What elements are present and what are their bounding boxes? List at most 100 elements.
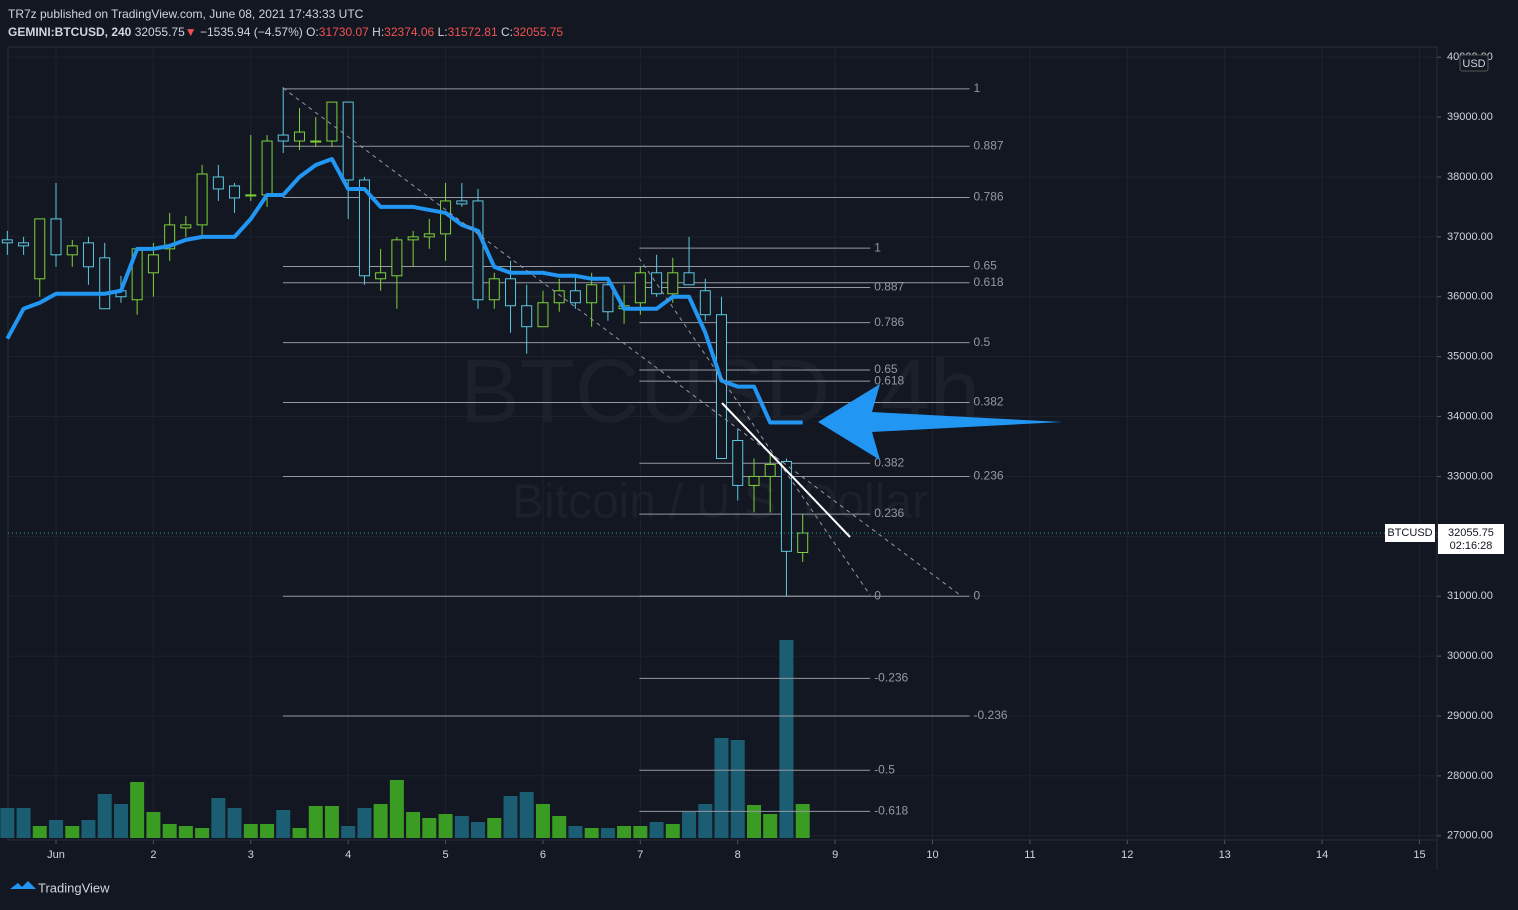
volume-bar [65,826,80,838]
fib-label: 0.618 [974,275,1004,289]
fib-label: 0.382 [874,455,904,469]
currency-label: USD [1462,58,1485,70]
candle-body [456,200,468,205]
fib-label: 0.236 [874,506,904,520]
candle-body [358,179,370,277]
volume-bar [795,804,810,838]
trend-line [721,402,851,538]
x-tick-label: 11 [1024,849,1035,861]
price-tag-countdown: 02:16:28 [1450,540,1493,552]
volume-bar [113,804,128,838]
x-tick-label: 2 [150,849,156,861]
volume-bar [730,740,745,838]
candle-body [683,272,695,286]
candle-body [212,176,224,190]
fib-label: -0.618 [874,804,908,818]
line-series [5,157,803,425]
fib-label: 0.786 [974,190,1004,204]
volume-bar [519,792,534,838]
candle-body [326,101,338,142]
volume-bar [438,814,453,838]
ohlc-label: C: [501,25,513,39]
volume-bar [49,820,64,838]
arrow [818,384,1062,460]
candle-body [245,194,257,197]
y-tick-label: 27000.00 [1447,830,1493,842]
fib-label: -0.5 [874,762,895,776]
volume-bar [341,826,356,838]
candle-body [147,254,159,274]
candle-body [18,242,30,247]
volume-bar [665,824,680,838]
volume-bar [130,782,145,838]
volume-bar [373,804,388,838]
x-tick-label: 4 [345,849,351,861]
volume-bar [503,796,518,838]
fib-label: 0.887 [874,280,904,294]
ohlc-label: L: [437,25,448,39]
x-tick-label: 5 [443,849,449,861]
volume-bar [97,794,112,838]
fib-label: 0.65 [874,362,898,376]
volume-bar [600,828,615,838]
volume-bar [714,738,729,838]
volume-bar [276,810,291,838]
ohlc-value: 31730.07 [318,25,369,39]
symbol-tag: BTCUSD [1387,527,1432,539]
ohlc-value: 32374.06 [384,25,435,39]
ohlc-label: O: [306,25,319,39]
y-tick-label: 38000.00 [1447,171,1493,183]
candle-body [472,200,484,301]
candle-body [99,257,111,310]
volume-bar [422,818,437,838]
x-tick-label: 6 [540,849,546,861]
volume-bar [763,814,778,838]
candle-body [634,272,646,304]
volume-bar [682,812,697,838]
candle-body [261,140,273,196]
candle-body [764,463,776,477]
candle-body [342,101,354,181]
x-tick-label: 9 [832,849,838,861]
x-tick-label: 3 [248,849,254,861]
volume-bar [146,812,161,838]
y-tick-label: 36000.00 [1447,291,1493,303]
candle-body [715,314,727,459]
logo [10,881,36,889]
candle-body [310,140,322,143]
change-arrow: ▼ [184,25,197,39]
candle-body [423,233,435,238]
candle-body [651,272,663,295]
candle-body [50,218,62,256]
volume-bar [324,806,339,838]
candle-body [521,305,533,328]
volume-bar [16,808,31,838]
header-line: TR7z published on TradingView.com, June … [8,7,363,21]
fib-label: 1 [974,81,981,95]
volume-bar [406,812,421,838]
volume-bar [649,822,664,838]
candle-body [602,284,614,313]
volume-bar [81,820,96,838]
candle-body [797,532,809,554]
candle-body [229,185,241,199]
x-tick-label: 8 [735,849,741,861]
candle-body [164,224,176,250]
fib-label: 0.65 [974,259,998,273]
ohlc-value: 31572.81 [447,25,498,39]
candle-body [375,272,387,280]
x-tick-label: 12 [1121,849,1133,861]
volume-bar [357,808,372,838]
fib-label: -0.236 [974,708,1008,722]
volume-bar [552,816,567,838]
volume-bar [698,804,713,838]
candle-body [748,475,760,486]
y-tick-label: 35000.00 [1447,351,1493,363]
price-tag-value: 32055.75 [1448,527,1494,539]
volume-bar [471,822,486,838]
candle-body [180,224,192,229]
currency-box [1459,54,1489,72]
change: −1535.94 (−4.57%) [200,25,303,39]
candle-body [34,218,46,280]
x-tick-label: 14 [1316,849,1328,861]
